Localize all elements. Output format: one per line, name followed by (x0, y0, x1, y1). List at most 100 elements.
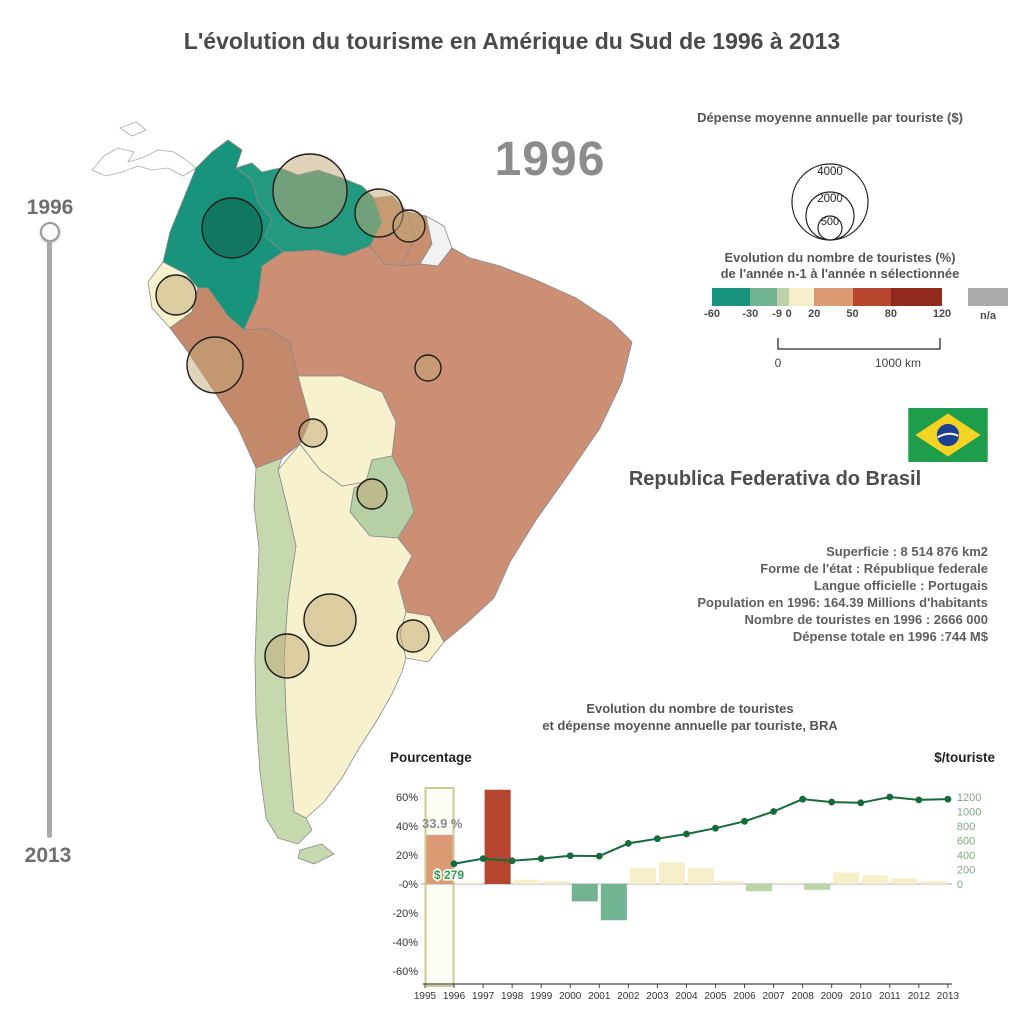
spend-point-2003 (654, 835, 661, 843)
bar-2005 (687, 868, 714, 884)
evolution-legend-title-line2: de l'année n-1 à l'année n sélectionnée (720, 266, 960, 281)
bar-2013 (920, 881, 947, 884)
spend-circle-uruguay (396, 619, 430, 653)
right-axis-title: $/touriste (934, 750, 995, 765)
spend-circle-ecuador (155, 274, 197, 316)
fact-forme-etat: Forme de l'état : République federale (760, 561, 988, 576)
color-scale-ticks: -60 -30 -9 0 20 50 80 120 (704, 308, 957, 322)
spend-legend-label-small: 500 (821, 216, 839, 228)
scale-tick-label: 120 (932, 308, 952, 320)
left-axis-tick: -0% (398, 879, 418, 891)
bar-1999 (513, 879, 540, 884)
evolution-legend-title: Evolution du nombre de touristes (%) de … (650, 250, 1024, 282)
fact-langue: Langue officielle : Portugais (813, 578, 988, 593)
bar-2002 (600, 884, 627, 921)
spend-point-2002 (624, 840, 632, 847)
scale-tick-label: 0 (785, 308, 792, 320)
right-axis-tick: 600 (957, 836, 975, 848)
x-axis-label-2009: 2009 (821, 991, 844, 1002)
x-axis-label-2004: 2004 (675, 991, 698, 1002)
left-axis-tick: 60% (396, 792, 418, 804)
km-scale-max: 1000 km (875, 356, 921, 370)
timeline-end-label: 2013 (24, 844, 72, 867)
spend-point-1996 (450, 860, 458, 868)
spend-point-2010 (857, 799, 865, 807)
x-axis-label-2013: 2013 (937, 991, 960, 1002)
x-axis-label-2006: 2006 (733, 991, 756, 1002)
right-axis-tick: 1000 (957, 807, 981, 819)
x-axis-label-2010: 2010 (850, 991, 873, 1002)
bar-2006 (717, 881, 744, 884)
tourism-chart: 60% 40% 20% -0% -20% -40% -60% 1200 1000 800 600 40… (392, 787, 981, 1002)
island-outline (119, 121, 147, 137)
spend-legend-label-large: 4000 (817, 166, 843, 178)
na-label: n/a (980, 310, 996, 322)
right-axis-tick: 200 (957, 865, 975, 877)
spend-point-2001 (595, 852, 603, 860)
scale-segment (788, 288, 815, 306)
color-scale-bar (712, 288, 944, 306)
x-axis-label-2012: 2012 (908, 991, 931, 1002)
spend-circle-argentina (303, 593, 357, 647)
x-axis-label-2001: 2001 (588, 991, 611, 1002)
x-axis-label-2011: 2011 (879, 991, 901, 1002)
scale-tick-label: -30 (742, 308, 759, 320)
x-axis-label-2005: 2005 (704, 991, 727, 1002)
x-axis-label-2003: 2003 (646, 991, 669, 1002)
spend-circle-colombia (201, 197, 263, 259)
selected-year-highlight (424, 787, 455, 987)
scale-segment (712, 288, 751, 306)
right-axis-tick: 800 (957, 821, 975, 833)
scale-tick-label: -60 (704, 308, 720, 320)
spend-point-2000 (566, 852, 574, 860)
x-axis-label-2000: 2000 (559, 991, 582, 1002)
fact-superficie: Superficie : 8 514 876 km2 (826, 544, 988, 559)
spend-legend-label-medium: 2000 (817, 193, 843, 205)
country-facts: Superficie : 8 514 876 km2 Forme de l'ét… (560, 543, 988, 645)
spend-circle-chile (264, 633, 310, 679)
country-name: Republica Federativa do Brasil (628, 468, 922, 490)
bar-2009 (804, 884, 831, 890)
spend-circle-bolivia (298, 418, 328, 448)
bar-2012 (891, 878, 918, 884)
spend-point-1997 (479, 855, 487, 863)
na-swatch (968, 288, 1008, 306)
bar-2001 (571, 884, 598, 902)
scale-segment (777, 288, 789, 306)
spend-point-2004 (683, 830, 690, 838)
spend-point-1998 (508, 857, 516, 865)
evolution-legend-title-line1: Evolution du nombre de touristes (%) (724, 250, 956, 265)
left-axis-tick: 40% (396, 821, 418, 833)
spend-point-2006 (741, 817, 748, 825)
country-tierra-del-fuego[interactable] (297, 843, 335, 865)
timeline-slider-track[interactable] (47, 240, 52, 838)
chart-title: Evolution du nombre de touristes et dépe… (420, 700, 960, 734)
x-axis-label-1999: 1999 (530, 991, 553, 1002)
spend-point-2009 (828, 798, 836, 806)
timeline-start-label: 1996 (26, 196, 74, 219)
selected-year-display: 1996 (494, 133, 606, 186)
spend-point-2011 (886, 793, 894, 801)
right-axis-tick: 1200 (957, 792, 981, 804)
central-america-outline (91, 147, 197, 177)
spend-point-2007 (770, 808, 777, 815)
scale-segment (814, 288, 853, 306)
scale-tick-label: 20 (808, 308, 821, 320)
spend-point-1999 (537, 855, 545, 863)
x-axis-label-2008: 2008 (792, 991, 815, 1002)
x-axis-label-2002: 2002 (617, 991, 640, 1002)
spend-circle-suriname (392, 209, 426, 243)
spend-circle-brazil (414, 354, 442, 382)
bar-2003 (629, 868, 656, 884)
x-axis-label-1998: 1998 (501, 991, 524, 1002)
x-axis-label-1995: 1995 (414, 991, 437, 1002)
spend-legend-title: Dépense moyenne annuelle par touriste ($… (697, 110, 963, 125)
spend-circle-peru (186, 336, 244, 394)
left-axis-tick: -60% (392, 966, 418, 978)
fact-touristes: Nombre de touristes en 1996 : 2666 000 (744, 612, 988, 627)
right-axis-tick: 0 (957, 879, 963, 891)
bar-2007 (746, 884, 773, 892)
left-axis-tick: 20% (396, 850, 418, 862)
line-annotation: $ 279 (434, 868, 464, 882)
